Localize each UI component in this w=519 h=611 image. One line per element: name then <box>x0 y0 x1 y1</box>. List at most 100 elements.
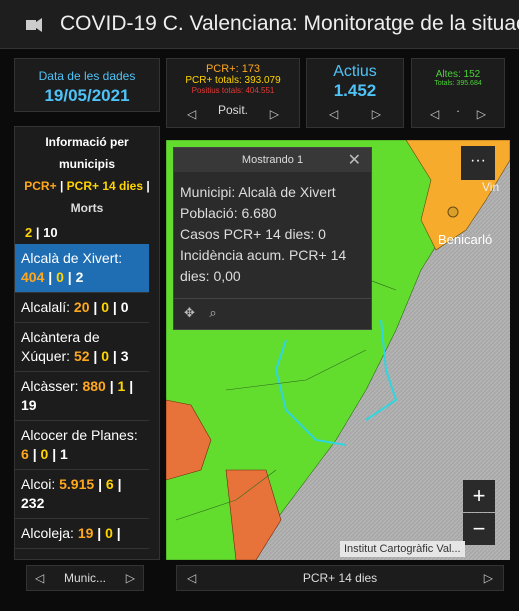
separator: | <box>112 348 117 364</box>
popup-content: Municipi: Alcalà de Xivert Població: 6.68… <box>174 172 371 287</box>
line: Totals: 395.684 <box>434 80 482 87</box>
next[interactable]: ▷ <box>269 107 279 121</box>
municipality: Alcoi: <box>21 476 56 492</box>
morts: 10 <box>43 225 58 240</box>
popup-title: Mostrando 1 <box>174 148 371 172</box>
legend-morts: Morts <box>70 201 104 215</box>
value: 19/05/2021 <box>44 86 130 105</box>
municipality: Alcalalí: <box>21 299 71 315</box>
list-item[interactable]: Alcalà de Xivert: 404 | 0 | 2 <box>15 244 149 293</box>
attribution: Institut Cartogràfic Val... <box>340 541 465 557</box>
pcr: 404 <box>21 269 45 285</box>
list-title: Informació per municipis <box>45 135 129 171</box>
prev[interactable]: ◁ <box>329 107 339 121</box>
morts: 3 <box>120 348 129 364</box>
nav-label: Munic... <box>63 571 106 585</box>
label: Actius <box>333 63 377 80</box>
municipality: Alcàsser: <box>21 378 79 394</box>
separator: | <box>48 269 53 285</box>
date-panel: Data de les dades 19/05/2021 <box>14 58 160 112</box>
municipality: Alcocer de Planes: <box>21 427 138 443</box>
separator: | <box>112 299 117 315</box>
discharged-panel: Altes: 152 Totals: 395.684 ◁ . ▷ <box>411 58 505 128</box>
map[interactable]: Vin Benicarló ··· + − Institut Cartogràf… <box>166 140 510 560</box>
pcr: 52 <box>73 348 90 364</box>
pcr14: 0 <box>56 269 64 285</box>
separator: | <box>146 179 150 193</box>
pcr14: 1 <box>117 378 126 394</box>
next[interactable]: ▷ <box>476 107 486 121</box>
list-panel: Informació per municipis PCR+ | PCR+ 14 … <box>14 126 160 560</box>
pcr14: 0 <box>105 525 113 541</box>
list-item[interactable]: Alcoleja: 19 | 0 | <box>15 519 149 549</box>
pcr14: 6 <box>105 476 114 492</box>
list-item[interactable]: Alcocer de Planes: 6 | 0 | 1 <box>15 421 149 470</box>
municipality: Alcoleja: <box>21 525 74 541</box>
morts: 232 <box>21 495 45 511</box>
prev[interactable]: ◁ <box>35 571 45 585</box>
next[interactable]: ▷ <box>483 571 493 585</box>
separator: | <box>93 348 98 364</box>
label: Data de les dades <box>38 69 136 83</box>
nav-label: PCR+ 14 dies <box>302 571 378 585</box>
morts: 1 <box>60 446 68 462</box>
list-item[interactable]: Alcalalí: 20 | 0 | 0 <box>15 293 149 323</box>
morts: 0 <box>120 299 129 315</box>
popup-line: Casos PCR+ 14 dies: 0 <box>180 226 326 242</box>
pcr-panel: PCR+: 173 PCR+ totals: 393.079 Positius … <box>166 58 300 128</box>
title: COVID-19 C. Valenciana: Monitoratge de l… <box>60 12 519 35</box>
popup-actions: ✥ ⌕ <box>174 298 371 327</box>
separator: | <box>116 525 121 541</box>
pcr: 19 <box>77 525 94 541</box>
legend: PCR+ | PCR+ 14 dies | Morts <box>15 175 159 219</box>
municipality: Alcàntera de Xúquer: <box>21 329 100 364</box>
next[interactable]: ▷ <box>371 107 381 121</box>
nav-label: . <box>456 101 460 115</box>
line: Altes: 152 <box>435 69 481 80</box>
pcr14: 2 <box>25 225 33 240</box>
separator: | <box>117 476 122 492</box>
pan-action[interactable]: ✥ <box>184 305 195 320</box>
list-item[interactable]: Alcàntera de Xúquer: 52 | 0 | 3 <box>15 323 149 372</box>
more-button[interactable]: ··· <box>461 146 495 180</box>
app-icon <box>26 18 42 32</box>
place-label: Benicarló <box>438 232 493 247</box>
morts: 19 <box>21 397 37 413</box>
list-item[interactable]: Alcoi: 5.915 | 6 | 232 <box>15 470 149 519</box>
zoom-in[interactable]: + <box>463 480 495 512</box>
prev[interactable]: ◁ <box>430 107 440 121</box>
pcr: 5.915 <box>59 476 95 492</box>
separator: | <box>93 299 98 315</box>
header: COVID-19 C. Valenciana: Monitoratge de l… <box>0 0 519 49</box>
partial-row: 2 | 10 <box>15 219 159 244</box>
popup-line: Municipi: Alcalà de Xivert <box>180 184 336 200</box>
separator: | <box>98 476 102 492</box>
municipality: Alcalà de Xivert: <box>21 250 123 266</box>
next[interactable]: ▷ <box>125 571 135 585</box>
list-item[interactable]: Alcàsser: 880 | 1 | 19 <box>15 372 149 421</box>
separator: | <box>67 269 72 285</box>
value: 1.452 <box>333 81 377 100</box>
legend-pcr14: PCR+ 14 dies <box>66 179 144 193</box>
list-items: Alcalà de Xivert: 404 | 0 | 2 Alcalalí: 2… <box>15 244 149 549</box>
close[interactable]: ✕ <box>347 152 361 169</box>
map-nav: ◁ PCR+ 14 dies ▷ <box>176 565 504 591</box>
separator: | <box>129 378 134 394</box>
morts: 2 <box>75 269 84 285</box>
line: PCR+: 173 <box>205 63 261 75</box>
zoom-action[interactable]: ⌕ <box>209 305 217 320</box>
separator: | <box>52 446 57 462</box>
pcr14: 0 <box>40 446 49 462</box>
nav-label: Posit. <box>217 103 248 117</box>
legend-pcr: PCR+ <box>24 179 57 193</box>
zoom-out[interactable]: − <box>463 513 495 545</box>
separator: | <box>97 525 102 541</box>
place-label: Vin <box>482 180 500 194</box>
prev[interactable]: ◁ <box>187 571 197 585</box>
active-panel: Actius 1.452 ◁ ▷ <box>306 58 404 128</box>
separator: | <box>35 225 40 240</box>
prev[interactable]: ◁ <box>187 107 197 121</box>
popup-line: Població: 6.680 <box>180 205 277 221</box>
separator: | <box>59 179 64 193</box>
